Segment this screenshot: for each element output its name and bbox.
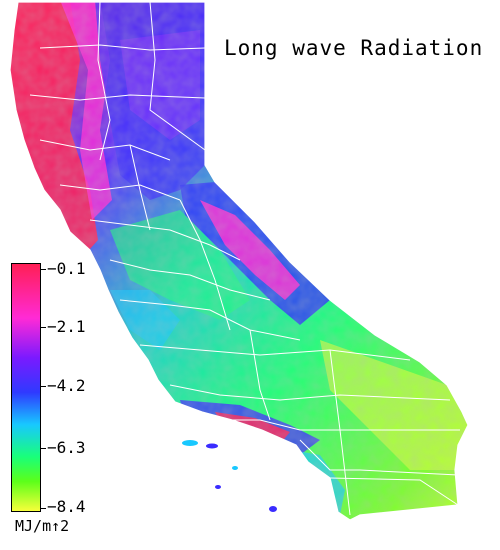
legend-label-2: −2.1 [47,317,86,336]
color-scale-bar [11,263,41,512]
legend-tick [40,386,46,387]
legend-tick [40,508,46,509]
legend-label-min: −8.4 [47,497,86,516]
legend-label-max: −0.1 [47,259,86,278]
legend-label-3: −4.2 [47,376,86,395]
channel-islands [182,440,277,512]
legend-tick [40,327,46,328]
legend-tick [40,448,46,449]
legend-label-4: −6.3 [47,438,86,457]
legend-tick [40,269,46,270]
legend-unit: MJ/m↑2 [15,517,70,535]
map-title: Long wave Radiation [224,36,484,60]
county-borders [29,2,460,516]
